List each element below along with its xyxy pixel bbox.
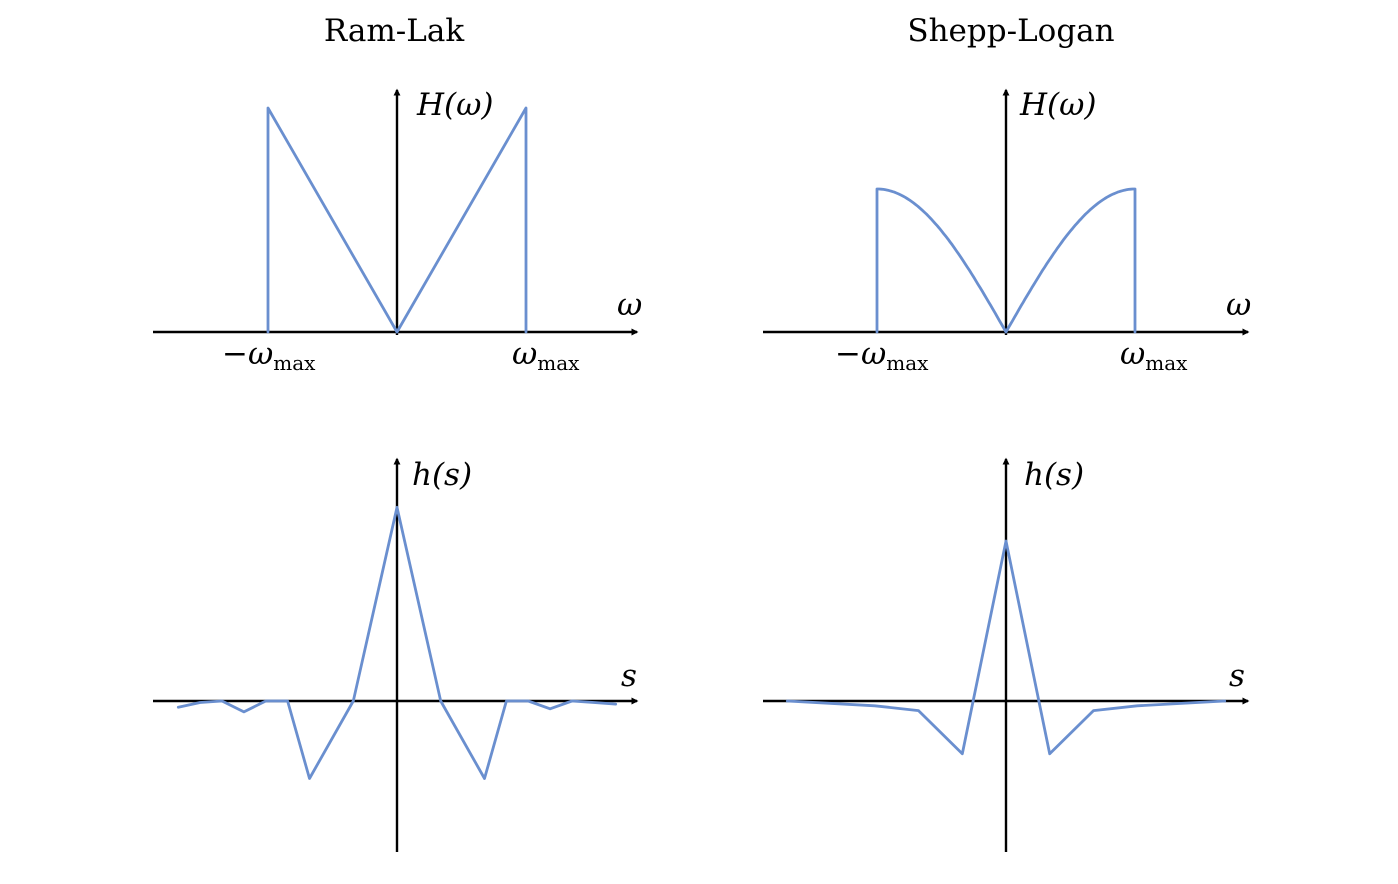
shepplogan-frequency-plot: H(ω) ω −ωmax ωmax [763, 87, 1251, 375]
ramlak-spatial-xlabel: s [621, 658, 637, 694]
shepplogan-spatial-plot: h(s) s [763, 457, 1250, 852]
shepplogan-frequency-curve [875, 187, 1137, 334]
shepplogan-tick-omega-max: ωmax [1120, 336, 1188, 375]
ramlak-frequency-plot: H(ω) ω −ωmax ωmax [153, 87, 642, 375]
ramlak-frequency-curve [266, 106, 528, 334]
ramlak-tick-neg-omega-max: −ωmax [222, 336, 316, 375]
shepplogan-tick-neg-omega-max: −ωmax [835, 336, 929, 375]
ramlak-spatial-ylabel: h(s) [412, 457, 472, 493]
ramlak-freq-xlabel: ω [617, 287, 642, 323]
panel-title-shepplogan: Shepp-Logan [907, 13, 1114, 49]
shepplogan-spatial-ylabel: h(s) [1024, 457, 1084, 493]
ramlak-spatial-curve [176, 505, 618, 780]
shepplogan-freq-ylabel: H(ω) [1019, 87, 1097, 123]
ramlak-spatial-plot: h(s) s [153, 457, 639, 852]
shepplogan-freq-xlabel: ω [1226, 287, 1251, 323]
panel-title-ramlak: Ram-Lak [324, 13, 464, 49]
shepplogan-spatial-curve [785, 539, 1227, 756]
ramlak-tick-omega-max: ωmax [512, 336, 580, 375]
ramlak-freq-ylabel: H(ω) [416, 87, 494, 123]
shepplogan-spatial-xlabel: s [1229, 658, 1245, 694]
